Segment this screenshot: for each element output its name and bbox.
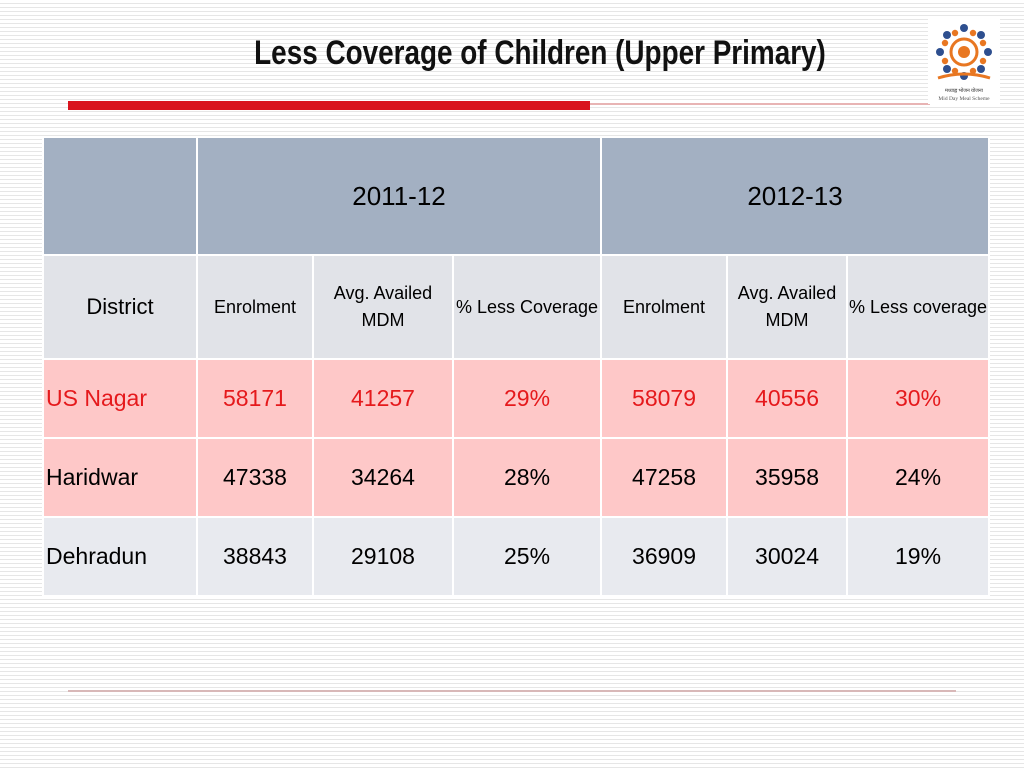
header-less-coverage-2011-12: % Less Coverage [451, 254, 603, 360]
coverage-table: 2011-12 2012-13 District Enrolment Avg. … [42, 136, 991, 597]
year-header-2012-13: 2012-13 [600, 136, 991, 256]
less-coverage-cell: 28% [451, 437, 603, 518]
footer-divider [68, 690, 956, 692]
enrolment-cell: 58171 [196, 358, 314, 439]
avg-mdm-cell: 34264 [312, 437, 454, 518]
avg-mdm-cell: 41257 [312, 358, 454, 439]
avg-mdm-cell: 35958 [726, 437, 849, 518]
enrolment-cell: 36909 [600, 516, 729, 597]
table-row: US Nagar 58171 41257 29% 58079 40556 30% [42, 358, 991, 439]
header-less-coverage-2012-13: % Less coverage [846, 254, 991, 360]
year-header-2011-12: 2011-12 [195, 136, 603, 256]
avg-mdm-cell: 29108 [312, 516, 454, 597]
people-circle-icon [936, 24, 992, 80]
header-enrolment-2011-12: Enrolment [196, 254, 314, 360]
less-coverage-cell: 30% [846, 358, 991, 439]
district-cell: Dehradun [42, 516, 198, 597]
table-row: Dehradun 38843 29108 25% 36909 30024 19% [42, 516, 991, 597]
enrolment-cell: 47258 [600, 437, 729, 518]
slide-title: Less Coverage of Children (Upper Primary… [254, 34, 826, 72]
corner-cell [42, 136, 198, 256]
header-enrolment-2012-13: Enrolment [600, 254, 729, 360]
mid-day-meal-logo: मध्याह्न भोजन योजना Mid Day Meal Scheme [928, 18, 1000, 104]
logo-caption: Mid Day Meal Scheme [938, 96, 990, 102]
less-coverage-cell: 25% [451, 516, 603, 597]
header-avg-mdm-2012-13: Avg. Availed MDM [726, 254, 849, 360]
less-coverage-cell: 29% [451, 358, 603, 439]
header-avg-mdm-2011-12: Avg. Availed MDM [312, 254, 454, 360]
enrolment-cell: 58079 [600, 358, 729, 439]
title-underline-red [68, 101, 590, 110]
enrolment-cell: 38843 [196, 516, 314, 597]
header-district: District [42, 254, 198, 360]
enrolment-cell: 47338 [196, 437, 314, 518]
logo-hindi-text: मध्याह्न भोजन योजना [945, 89, 983, 94]
column-header-row: District Enrolment Avg. Availed MDM % Le… [42, 254, 991, 360]
district-cell: Haridwar [42, 437, 198, 518]
table-row: Haridwar 47338 34264 28% 47258 35958 24% [42, 437, 991, 518]
less-coverage-cell: 19% [846, 516, 991, 597]
less-coverage-cell: 24% [846, 437, 991, 518]
title-underline-thin [590, 103, 930, 105]
district-cell: US Nagar [42, 358, 198, 439]
avg-mdm-cell: 30024 [726, 516, 849, 597]
year-header-row: 2011-12 2012-13 [42, 136, 991, 256]
avg-mdm-cell: 40556 [726, 358, 849, 439]
